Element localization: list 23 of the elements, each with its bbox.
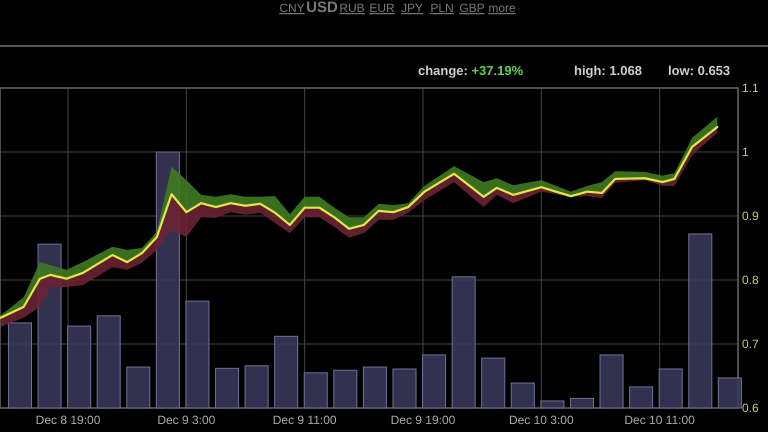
text: high: 1.068 xyxy=(574,63,642,78)
text: RUB xyxy=(339,1,365,15)
text: PLN xyxy=(430,1,454,15)
text: more xyxy=(488,1,516,15)
text: change: +37.19% xyxy=(418,63,524,78)
text: low: 0.653 xyxy=(668,63,730,78)
text: USD xyxy=(306,0,338,16)
y-tick-label: 1.1 xyxy=(742,81,760,96)
x-tick-label: Dec 8 19:00 xyxy=(36,413,101,427)
text: CNY xyxy=(279,1,305,15)
y-tick-label: 0.8 xyxy=(742,273,760,288)
y-tick-label: 0.9 xyxy=(742,209,760,224)
x-tick-label: Dec 10 3:00 xyxy=(508,413,574,427)
y-tick-label: 1 xyxy=(742,145,749,160)
x-tick-label: Dec 9 19:00 xyxy=(390,413,456,427)
y-tick-label: 0.6 xyxy=(742,401,760,416)
text: JPY xyxy=(400,1,424,15)
x-tick-label: Dec 9 3:00 xyxy=(157,413,216,427)
text: GBP xyxy=(459,1,485,15)
y-tick-label: 0.7 xyxy=(742,337,760,352)
text: EUR xyxy=(369,1,395,15)
x-tick-label: Dec 10 11:00 xyxy=(624,413,696,427)
x-tick-label: Dec 9 11:00 xyxy=(272,413,337,427)
